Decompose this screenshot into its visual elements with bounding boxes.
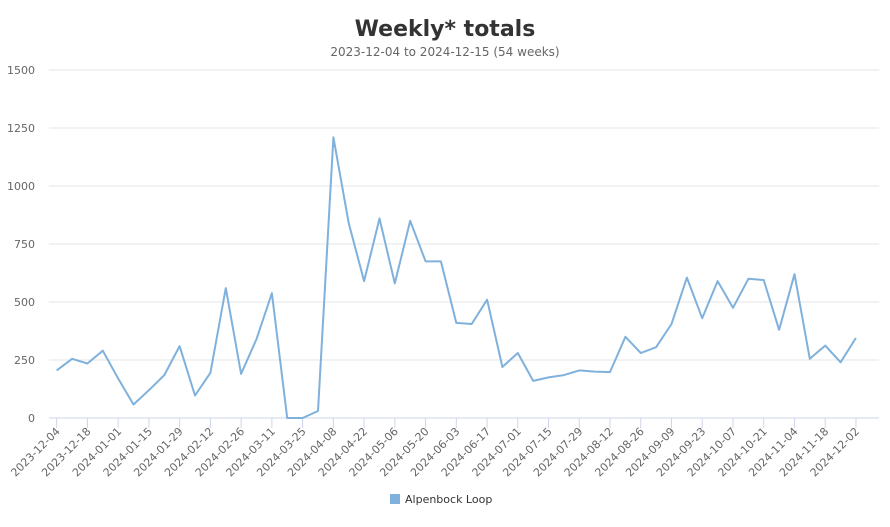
legend-swatch	[390, 494, 400, 504]
y-tick-label: 750	[14, 238, 35, 251]
y-tick-label: 0	[28, 412, 35, 425]
chart-title: Weekly* totals	[355, 17, 536, 42]
y-tick-label: 1000	[7, 180, 35, 193]
chart-subtitle: 2023-12-04 to 2024-12-15 (54 weeks)	[330, 45, 559, 59]
y-tick-label: 1250	[7, 122, 35, 135]
legend-label: Alpenbock Loop	[405, 493, 492, 506]
line-series	[56, 136, 857, 419]
y-tick-label: 250	[14, 354, 35, 367]
y-tick-label: 1500	[7, 64, 35, 77]
y-tick-label: 500	[14, 296, 35, 309]
